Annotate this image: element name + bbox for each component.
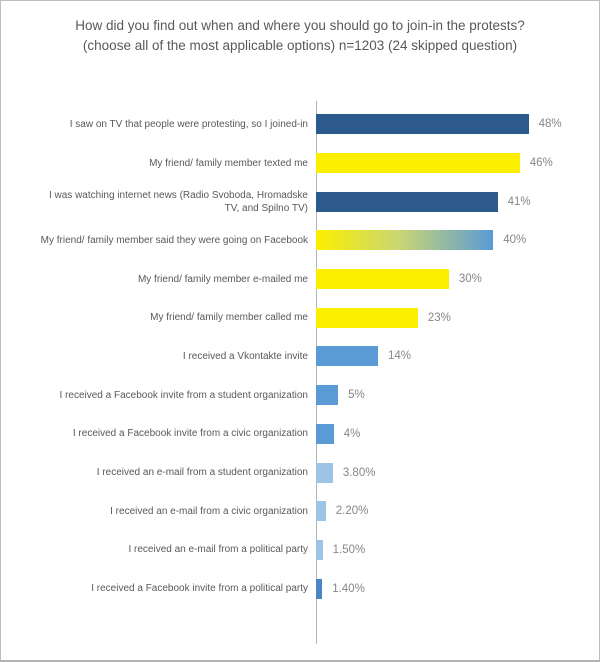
bar xyxy=(316,578,323,599)
bar-zone: 5% xyxy=(316,376,599,415)
bar xyxy=(316,462,333,483)
bar-chart: I saw on TV that people were protesting,… xyxy=(1,101,599,644)
value-label: 1.50% xyxy=(332,543,366,556)
bar-zone: 2.20% xyxy=(316,492,599,531)
bar-row: I was watching internet news (Radio Svob… xyxy=(1,182,599,221)
value-label: 4% xyxy=(343,427,361,440)
category-label: I received an e-mail from a civic organi… xyxy=(110,505,308,517)
category-label: My friend/ family member texted me xyxy=(149,157,308,169)
bar xyxy=(316,307,418,328)
bar-row: My friend/ family member said they were … xyxy=(1,221,599,260)
bar-rows: I saw on TV that people were protesting,… xyxy=(1,105,599,608)
value-label: 48% xyxy=(538,118,562,131)
category-label: I received a Facebook invite from a civi… xyxy=(72,428,308,440)
bar xyxy=(316,153,520,174)
value-label: 1.40% xyxy=(332,582,365,595)
bar-row: I saw on TV that people were protesting,… xyxy=(1,105,599,144)
value-label: 30% xyxy=(458,273,482,286)
bar-zone: 1.50% xyxy=(316,531,599,570)
bar xyxy=(316,269,449,290)
category-label: I received an e-mail from a student orga… xyxy=(96,467,308,479)
bar-zone: 4% xyxy=(316,415,599,454)
bar-zone: 48% xyxy=(316,105,599,144)
category-label: I saw on TV that people were protesting,… xyxy=(69,118,308,130)
bar-row: I received an e-mail from a student orga… xyxy=(1,453,599,492)
value-label: 14% xyxy=(388,350,412,363)
bar-row: I received an e-mail from a civic organi… xyxy=(1,492,599,531)
bar xyxy=(316,346,379,367)
y-axis-line xyxy=(316,101,317,644)
bar-zone: 41% xyxy=(316,182,599,221)
value-label: 46% xyxy=(529,157,553,170)
bar-row: I received a Facebook invite from a civi… xyxy=(1,415,599,454)
bar-row: I received a Vkontakte invite 14% xyxy=(1,337,599,376)
bar-zone: 14% xyxy=(316,337,599,376)
bar-zone: 40% xyxy=(316,221,599,260)
bar-row: I received a Facebook invite from a poli… xyxy=(1,569,599,608)
bar-zone: 1.40% xyxy=(316,569,599,608)
bar-row: I received a Facebook invite from a stud… xyxy=(1,376,599,415)
value-label: 2.20% xyxy=(335,505,369,518)
bar-row: My friend/ family member texted me 46% xyxy=(1,144,599,183)
category-label: I received a Facebook invite from a stud… xyxy=(59,389,308,401)
bar xyxy=(316,501,326,522)
bar xyxy=(316,385,339,406)
bar-zone: 46% xyxy=(316,144,599,183)
bar-zone: 23% xyxy=(316,298,599,337)
category-label: My friend/ family member said they were … xyxy=(40,234,308,246)
bar xyxy=(316,230,494,251)
bar xyxy=(316,423,334,444)
value-label: 5% xyxy=(348,389,365,402)
category-label: I received a Facebook invite from a poli… xyxy=(91,583,308,595)
category-label: I received an e-mail from a political pa… xyxy=(128,544,308,556)
category-label: I received a Vkontakte invite xyxy=(182,350,308,362)
bar-zone: 3.80% xyxy=(316,453,599,492)
bar-zone: 30% xyxy=(316,260,599,299)
category-label: My friend/ family member called me xyxy=(150,312,308,324)
category-label: My friend/ family member e-mailed me xyxy=(137,273,308,285)
value-label: 41% xyxy=(507,195,531,208)
bar-row: My friend/ family member called me 23% xyxy=(1,298,599,337)
category-label: I was watching internet news (Radio Svob… xyxy=(48,189,308,214)
value-label: 3.80% xyxy=(342,466,376,479)
bar xyxy=(316,114,529,135)
bar xyxy=(316,191,498,212)
value-label: 40% xyxy=(503,234,527,247)
bar-row: My friend/ family member e-mailed me 30% xyxy=(1,260,599,299)
value-label: 23% xyxy=(427,311,451,324)
bar xyxy=(316,539,323,560)
chart-title: How did you find out when and where you … xyxy=(75,18,525,53)
bar-row: I received an e-mail from a political pa… xyxy=(1,531,599,570)
